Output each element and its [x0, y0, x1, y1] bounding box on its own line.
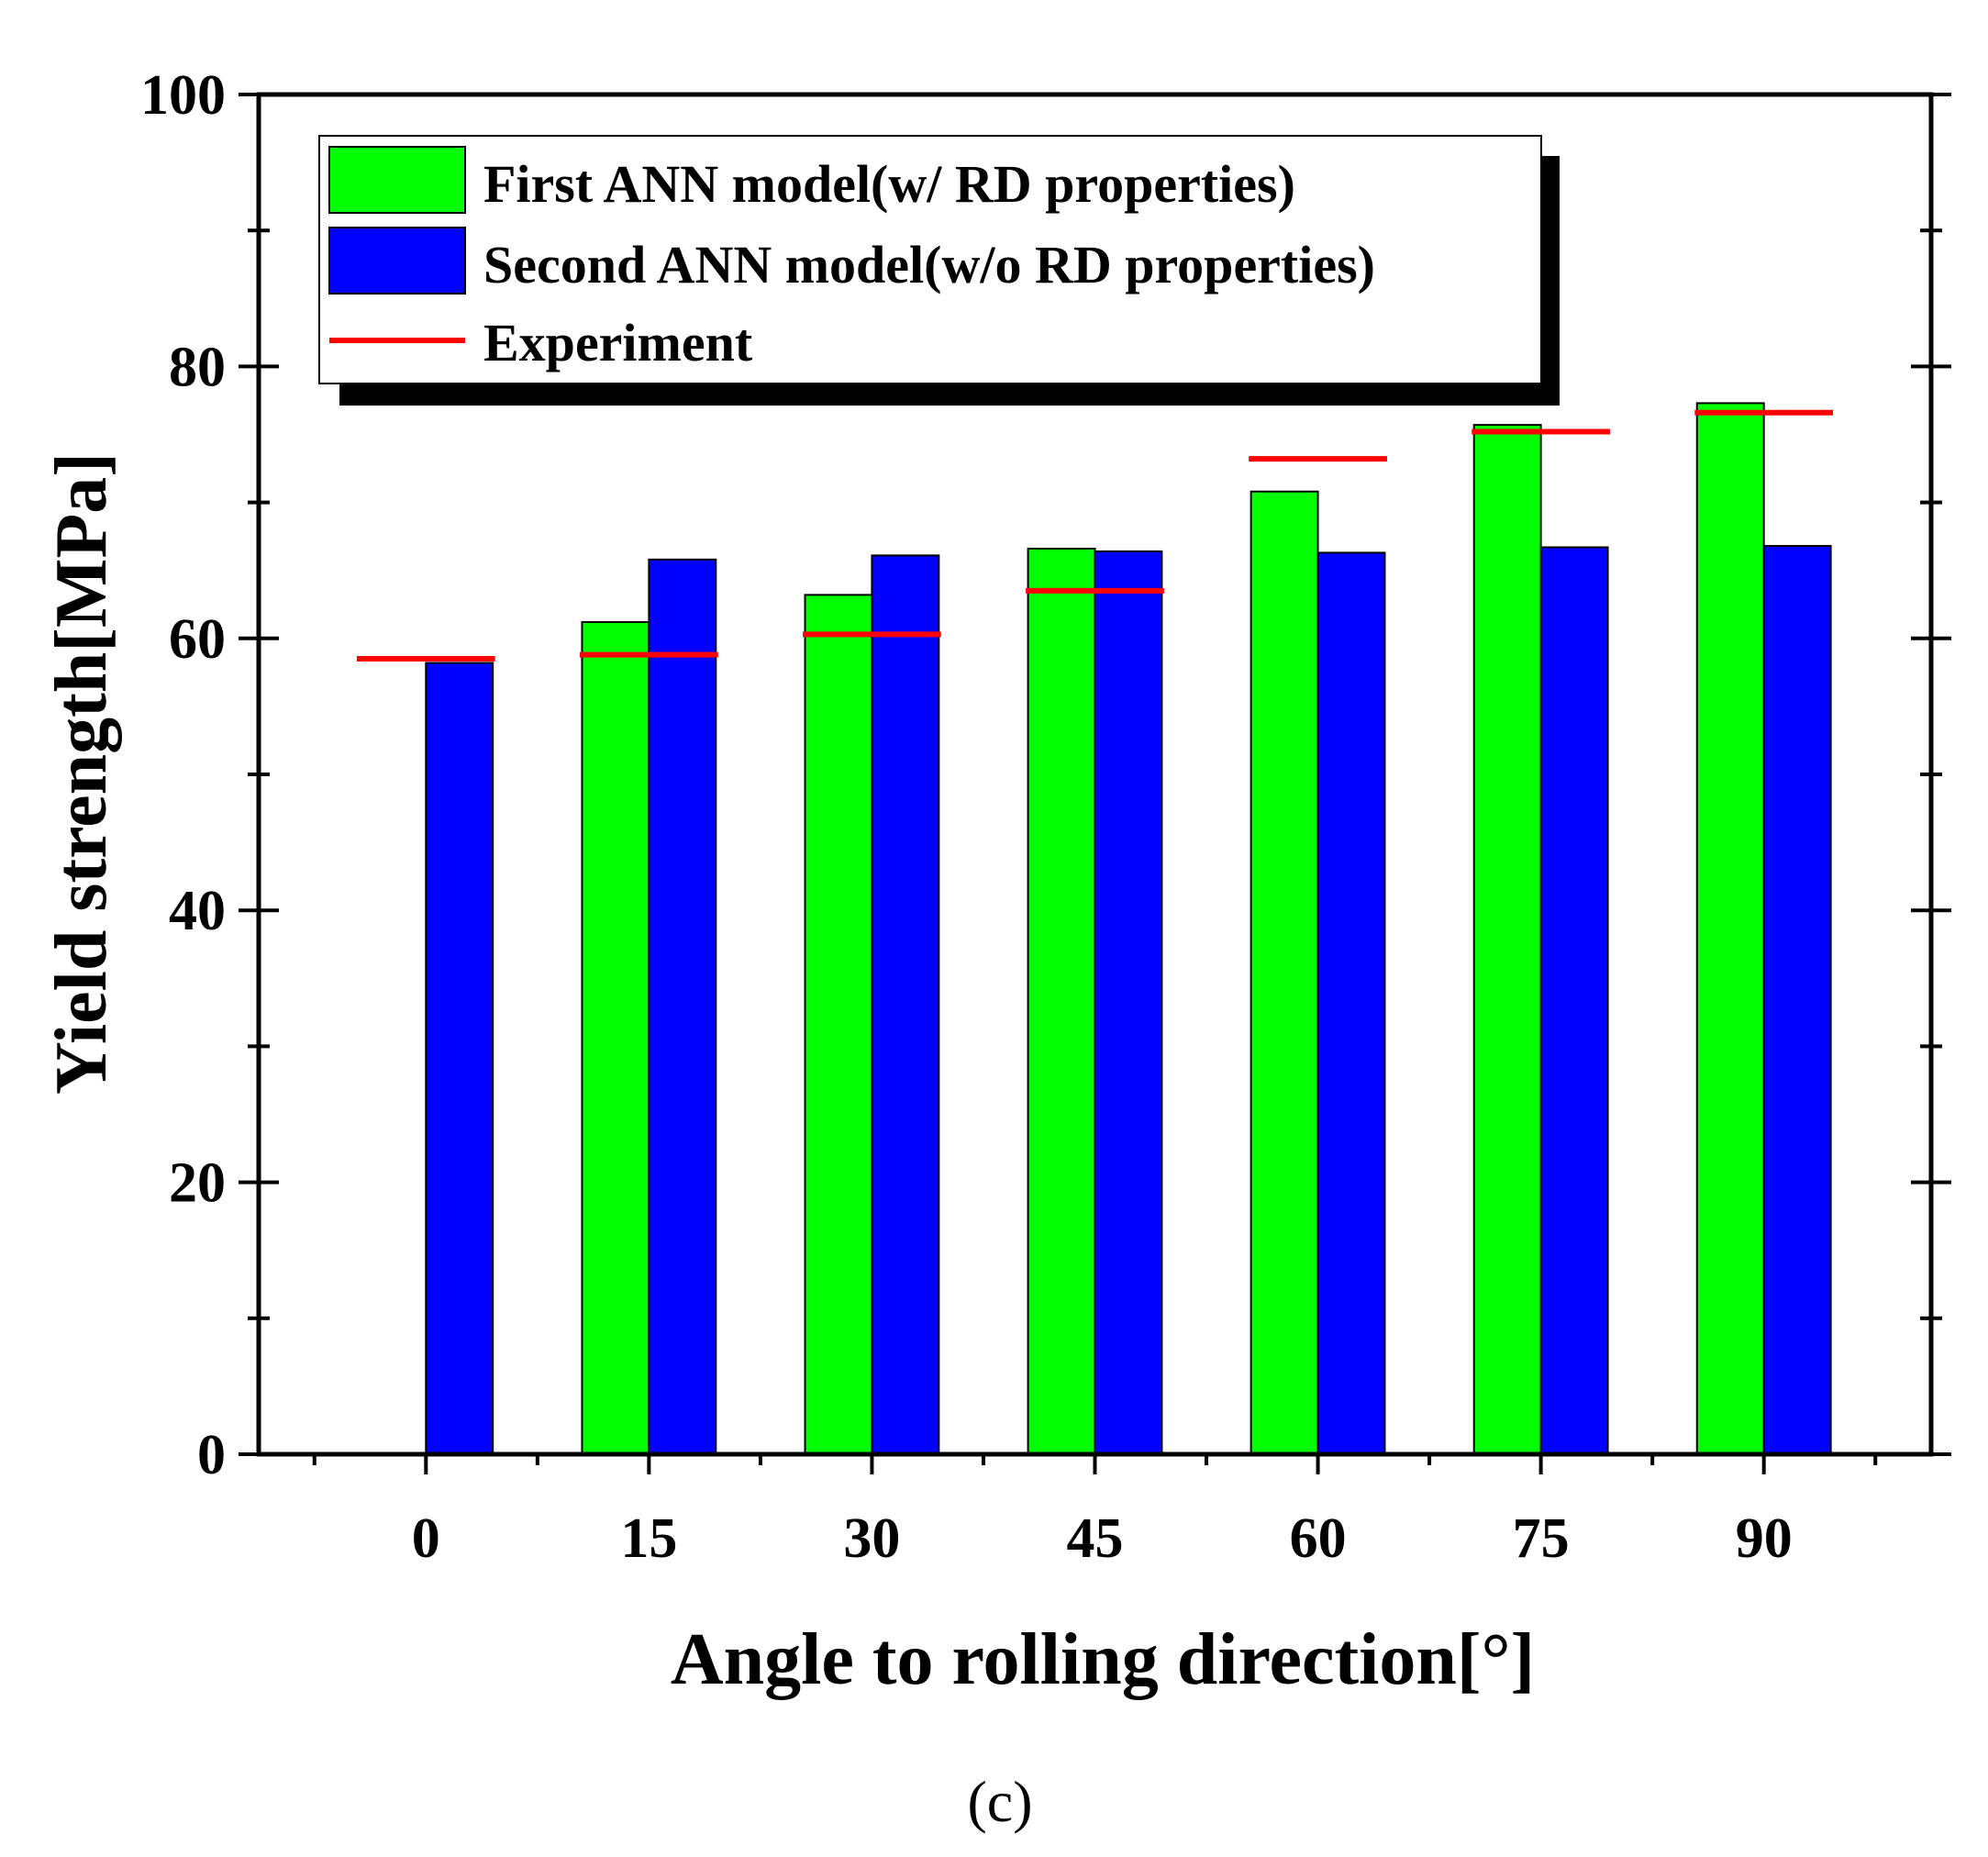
x-tick-label-75: 75: [1513, 1507, 1570, 1570]
y-tick-labels: 0 20 40 60 80 100: [140, 64, 226, 1486]
x-axis-title: Angle to rolling direction[°]: [671, 1619, 1535, 1700]
x-tick-label-30: 30: [843, 1507, 900, 1570]
y-tick-label-80: 80: [169, 336, 226, 398]
legend: First ANN model(w/ RD properties) Second…: [318, 135, 1560, 406]
y-tick-label-0: 0: [197, 1424, 226, 1486]
bar-first-ann-90: [1695, 402, 1765, 1456]
x-tick-labels: 0 15 30 45 60 75 90: [412, 1507, 1793, 1570]
y-tick-label-100: 100: [140, 64, 226, 127]
bar-second-ann-75: [1539, 546, 1609, 1455]
bar-second-ann-30: [871, 554, 940, 1455]
x-tick-label-15: 15: [620, 1507, 677, 1570]
legend-swatch-first-ann: [328, 146, 466, 214]
bar-first-ann-45: [1027, 547, 1096, 1455]
y-tick-label-20: 20: [169, 1152, 226, 1215]
bars-layer: [425, 402, 1832, 1456]
bar-second-ann-45: [1094, 550, 1163, 1455]
bar-second-ann-0: [425, 662, 494, 1455]
y-tick-label-40: 40: [169, 880, 226, 942]
x-tick-label-0: 0: [412, 1507, 440, 1570]
legend-label-first-ann: First ANN model(w/ RD properties): [483, 154, 1295, 214]
y-tick-label-60: 60: [169, 608, 226, 671]
y-axis-title: Yield strength[MPa]: [41, 452, 122, 1095]
bar-first-ann-60: [1249, 490, 1319, 1455]
legend-box: [318, 135, 1542, 384]
bar-first-ann-15: [581, 621, 650, 1455]
ticks-layer: [239, 93, 1951, 1474]
experiment-layer: [356, 409, 1834, 662]
legend-label-second-ann: Second ANN model(w/o RD properties): [483, 235, 1375, 295]
bar-second-ann-90: [1762, 545, 1832, 1455]
x-tick-label-45: 45: [1067, 1507, 1124, 1570]
bar-first-ann-30: [804, 594, 873, 1455]
x-tick-label-60: 60: [1290, 1507, 1347, 1570]
legend-swatch-second-ann: [328, 227, 466, 295]
figure-caption: (c): [967, 1769, 1032, 1834]
bar-second-ann-60: [1316, 551, 1386, 1455]
bar-first-ann-75: [1472, 424, 1542, 1456]
x-tick-label-90: 90: [1736, 1507, 1793, 1570]
bar-second-ann-15: [648, 558, 717, 1455]
legend-label-experiment: Experiment: [483, 313, 753, 373]
